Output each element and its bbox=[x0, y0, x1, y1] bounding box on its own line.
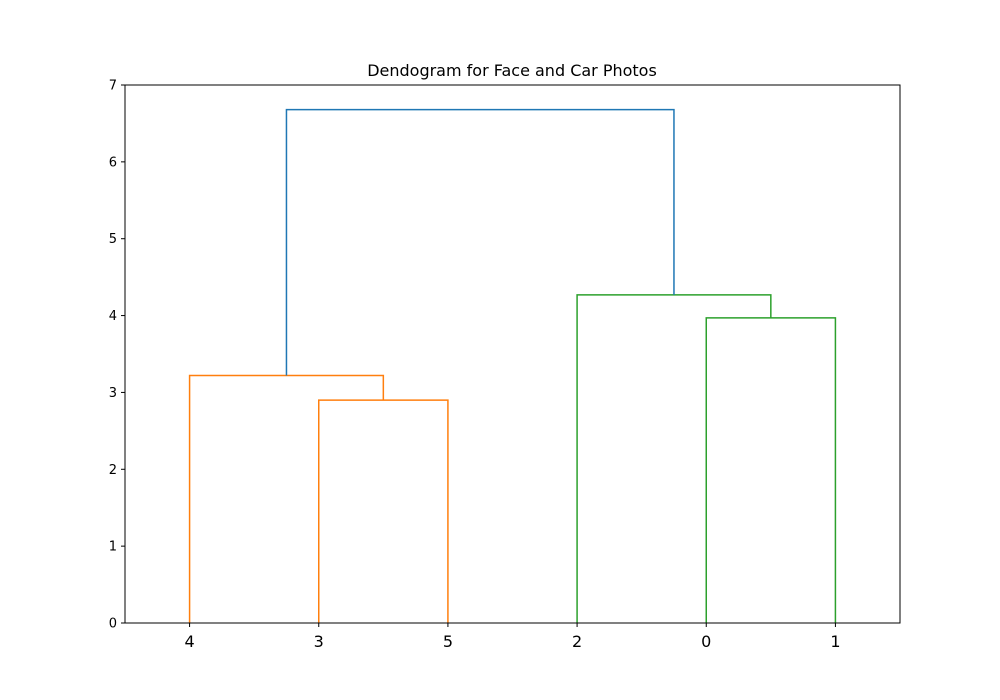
y-tick-label: 4 bbox=[109, 309, 117, 324]
y-tick-label: 7 bbox=[109, 79, 117, 94]
dendrogram-link-4 bbox=[285, 108, 675, 376]
leaf-label-4: 4 bbox=[184, 632, 194, 651]
y-tick-label: 5 bbox=[109, 232, 117, 247]
leaf-label-5: 5 bbox=[443, 632, 453, 651]
y-axis: 0 1 2 3 4 5 6 7 bbox=[109, 79, 125, 632]
leaf-label-1: 1 bbox=[830, 632, 840, 651]
dendrogram-links bbox=[188, 108, 837, 623]
plot-frame bbox=[124, 84, 901, 624]
x-axis: 4 3 5 2 0 1 bbox=[184, 623, 841, 651]
y-tick-label: 1 bbox=[109, 540, 117, 555]
leaf-label-3: 3 bbox=[314, 632, 324, 651]
leaf-label-2: 2 bbox=[572, 632, 582, 651]
y-tick-label: 0 bbox=[109, 617, 117, 632]
leaf-label-0: 0 bbox=[701, 632, 711, 651]
y-tick-label: 3 bbox=[109, 386, 117, 401]
chart-title: Dendogram for Face and Car Photos bbox=[367, 61, 657, 80]
y-tick-label: 2 bbox=[109, 463, 117, 478]
y-tick-label: 6 bbox=[109, 155, 117, 170]
